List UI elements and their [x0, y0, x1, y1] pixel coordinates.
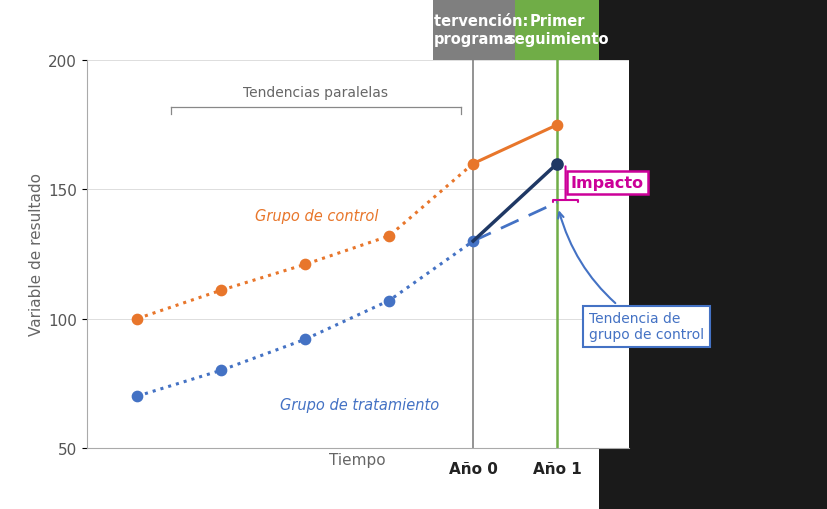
Text: Año 1: Año 1: [533, 461, 581, 476]
Text: Grupo de control: Grupo de control: [255, 209, 378, 223]
Text: Intervención:
programa: Intervención: programa: [418, 14, 529, 47]
Point: [214, 287, 227, 295]
Text: Tendencia de
grupo de control: Tendencia de grupo de control: [558, 213, 704, 342]
Point: [383, 297, 396, 305]
Point: [299, 261, 312, 269]
Point: [466, 160, 480, 168]
Text: Impacto: Impacto: [571, 176, 643, 191]
Text: Grupo de tratamiento: Grupo de tratamiento: [280, 397, 439, 412]
Y-axis label: Variable de resultado: Variable de resultado: [29, 173, 44, 336]
Point: [383, 233, 396, 241]
X-axis label: Tiempo: Tiempo: [329, 452, 386, 467]
Point: [551, 160, 564, 168]
Text: Tendencias paralelas: Tendencias paralelas: [243, 86, 388, 100]
Point: [551, 122, 564, 130]
Point: [131, 392, 144, 401]
Point: [299, 335, 312, 344]
Point: [214, 366, 227, 375]
Point: [466, 238, 480, 246]
Text: Primer
seguimiento: Primer seguimiento: [506, 14, 609, 47]
Point: [131, 315, 144, 323]
Text: Año 0: Año 0: [449, 461, 498, 476]
